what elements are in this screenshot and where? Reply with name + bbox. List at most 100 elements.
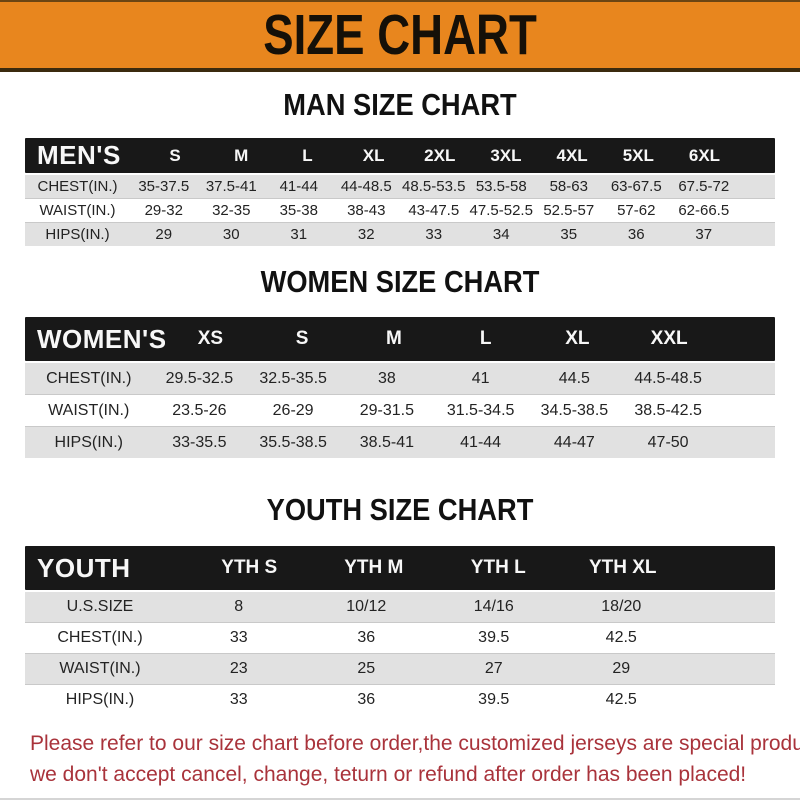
size-value: 62-66.5 [678,202,730,219]
column-header: YTH L [470,557,526,578]
size-value: 34.5-38.5 [540,401,609,419]
size-value: 44-48.5 [340,178,392,195]
size-value: 41 [471,369,490,387]
row-label: HIPS(IN.) [54,433,123,451]
size-value: 48.5-53.5 [402,178,466,195]
size-value: 57-62 [617,202,656,219]
youth-size-table: YOUTH YTH S YTH M YTH L YTH XL U.S.SIZE 8 10/12… [25,546,775,715]
column-header: XXL [650,328,688,349]
size-value: 47-50 [647,433,689,451]
row-label: WAIST(IN.) [59,660,141,677]
size-value: 38.5-42.5 [634,401,702,419]
table-header-row: WOMEN'S XS S M L XL XXL [25,317,775,361]
size-value: 29 [155,226,173,243]
women-size-table: WOMEN'S XS S M L XL XXL CHEST(IN.) 29.5-32.5 32.5… [25,317,775,458]
size-value: 38-43 [347,202,386,219]
size-value: 32-35 [212,202,251,219]
table-row: HIPS(IN.) 33-35.5 35.5-38.5 38.5-41 41-44 44-… [25,426,775,458]
banner-title: SIZE CHART [263,2,537,67]
size-value: 63-67.5 [610,178,662,195]
size-value: 31.5-34.5 [446,401,515,419]
men-size-table: MEN'S S M L XL 2XL 3XL 4XL 5XL 6XL CHEST(IN.) 35-37… [25,138,775,246]
size-value: 35 [560,226,578,243]
table-row: WAIST(IN.) 29-32 32-35 35-38 38-43 43-47.5 47.… [25,198,775,222]
size-value: 35-38 [279,202,318,219]
size-value: 27 [484,660,503,677]
table-row: CHEST(IN.) 35-37.5 37.5-41 41-44 44-48.5 48.5… [25,175,775,198]
size-value: 29-31.5 [359,401,414,419]
table-row: HIPS(IN.) 29 30 31 32 33 34 35 36 37 [25,222,775,246]
column-header: 2XL [424,145,456,165]
size-value: 30 [222,226,240,243]
row-label: U.S.SIZE [66,598,134,615]
table-corner-label: MEN'S [37,140,121,170]
size-value: 52.5-57 [543,202,595,219]
size-value: 18/20 [601,598,642,615]
size-value: 35-37.5 [138,178,190,195]
size-value: 43-47.5 [408,202,460,219]
size-value: 23 [229,660,248,677]
size-value: 14/16 [473,598,514,615]
size-value: 41-44 [460,433,502,451]
disclaimer-line-1: Please refer to our size chart before or… [30,732,800,755]
column-header: 5XL [622,145,654,165]
size-value: 29-32 [144,202,183,219]
column-header: YTH XL [588,557,657,578]
size-chart-banner: SIZE CHART [0,0,800,72]
size-value: 36 [627,226,645,243]
size-value: 42.5 [605,691,637,708]
size-value: 36 [357,691,376,708]
size-value: 33 [229,629,248,646]
row-label: CHEST(IN.) [37,178,118,195]
size-value: 38.5-41 [359,433,414,451]
column-header: XL [362,145,385,165]
size-value: 8 [234,598,244,615]
column-header: S [295,328,309,349]
row-label: CHEST(IN.) [57,629,143,646]
table-row: HIPS(IN.) 33 36 39.5 42.5 [25,684,775,715]
row-label: CHEST(IN.) [46,369,132,387]
disclaimer: Please refer to our size chart before or… [0,728,800,790]
table-row: U.S.SIZE 8 10/12 14/16 18/20 [25,592,775,622]
bottom-edge-line [0,798,800,800]
size-value: 44.5 [558,369,590,387]
size-value: 26-29 [272,401,314,419]
size-value: 33-35.5 [172,433,227,451]
size-value: 58-63 [549,178,588,195]
size-value: 31 [290,226,308,243]
column-header: M [234,145,249,165]
size-value: 44-47 [553,433,595,451]
table-corner-label: WOMEN'S [37,323,165,354]
table-row: CHEST(IN.) 29.5-32.5 32.5-35.5 38 41 44.5 44.5… [25,363,775,394]
column-header: L [479,328,492,349]
men-section-title: MAN SIZE CHART [283,87,517,122]
size-value: 10/12 [346,598,387,615]
size-value: 38 [377,369,396,387]
disclaimer-line-2: we don't accept cancel, change, teturn o… [30,763,747,786]
size-value: 36 [357,629,376,646]
size-value: 34 [492,226,510,243]
table-row: CHEST(IN.) 33 36 39.5 42.5 [25,622,775,653]
size-value: 44.5-48.5 [634,369,702,387]
size-value: 32 [357,226,375,243]
column-header: 6XL [688,145,721,165]
size-value: 42.5 [605,629,637,646]
row-label: HIPS(IN.) [45,226,110,243]
column-header: M [385,328,402,349]
column-header: XS [197,328,224,349]
size-value: 32.5-35.5 [259,369,327,387]
size-value: 35.5-38.5 [259,433,327,451]
women-section-title: WOMEN SIZE CHART [260,264,540,299]
table-header-row: YOUTH YTH S YTH M YTH L YTH XL [25,546,775,590]
table-corner-label: YOUTH [37,552,131,583]
size-value: 39.5 [478,629,510,646]
table-header-row: MEN'S S M L XL 2XL 3XL 4XL 5XL 6XL [25,138,775,173]
size-value: 37.5-41 [205,178,257,195]
column-header: 3XL [490,145,522,165]
size-value: 33 [229,691,248,708]
row-label: WAIST(IN.) [48,401,130,419]
size-value: 47.5-52.5 [469,202,533,219]
column-header: YTH M [344,557,404,578]
size-value: 23.5-26 [172,401,227,419]
row-label: HIPS(IN.) [65,691,135,708]
